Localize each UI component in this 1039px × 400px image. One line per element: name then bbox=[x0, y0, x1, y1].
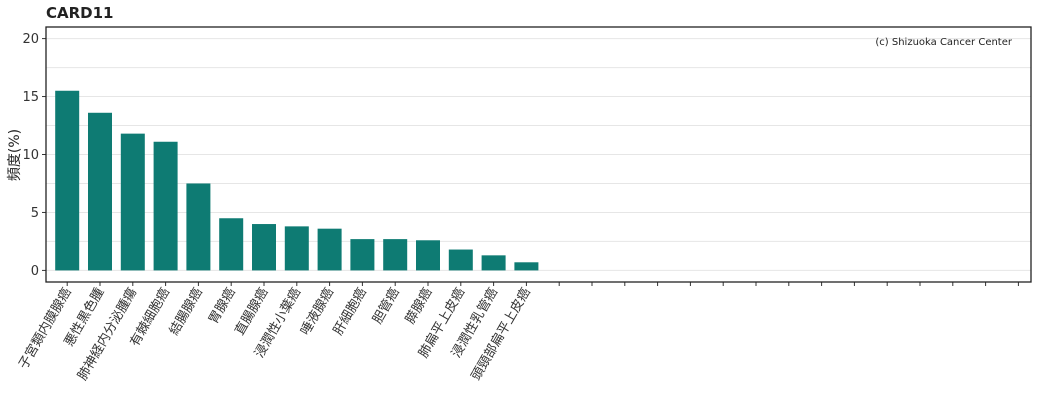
bar bbox=[416, 240, 440, 271]
bar bbox=[383, 239, 408, 271]
x-tick-label: 肺神経内分泌腫瘍 bbox=[74, 285, 140, 383]
x-tick-label: 胃腺癌 bbox=[205, 285, 238, 327]
bar bbox=[317, 228, 342, 271]
y-tick-label: 20 bbox=[22, 32, 39, 47]
plot-panel-border bbox=[45, 26, 1032, 283]
bar bbox=[284, 226, 309, 271]
bars bbox=[55, 90, 539, 271]
bar bbox=[514, 262, 539, 271]
y-axis-ticks: 0 5 10 15 20 bbox=[22, 32, 46, 279]
y-axis-label: 頻度(%) bbox=[7, 129, 23, 181]
y-tick-label: 10 bbox=[22, 148, 39, 163]
bar bbox=[219, 218, 244, 271]
bar bbox=[120, 133, 145, 271]
bar bbox=[350, 239, 375, 271]
chart-title: CARD11 bbox=[46, 4, 114, 22]
x-tick-label: 胆管癌 bbox=[369, 285, 402, 327]
x-tick-label: 子宮類内膜腺癌 bbox=[15, 285, 74, 372]
y-tick-label: 15 bbox=[22, 90, 39, 105]
bar bbox=[481, 255, 506, 271]
bar bbox=[448, 249, 473, 271]
copyright-annotation: (c) Shizuoka Cancer Center bbox=[875, 37, 1013, 48]
x-tick-label: 頭頸部扁平上皮癌 bbox=[468, 285, 534, 383]
y-tick-label: 5 bbox=[31, 206, 39, 221]
bar bbox=[252, 224, 276, 271]
bar bbox=[55, 90, 80, 271]
bar bbox=[186, 183, 211, 271]
bar bbox=[88, 112, 112, 271]
x-tick-label: 膵腺癌 bbox=[402, 285, 435, 327]
y-tick-label: 0 bbox=[31, 264, 39, 279]
bar bbox=[153, 141, 178, 271]
